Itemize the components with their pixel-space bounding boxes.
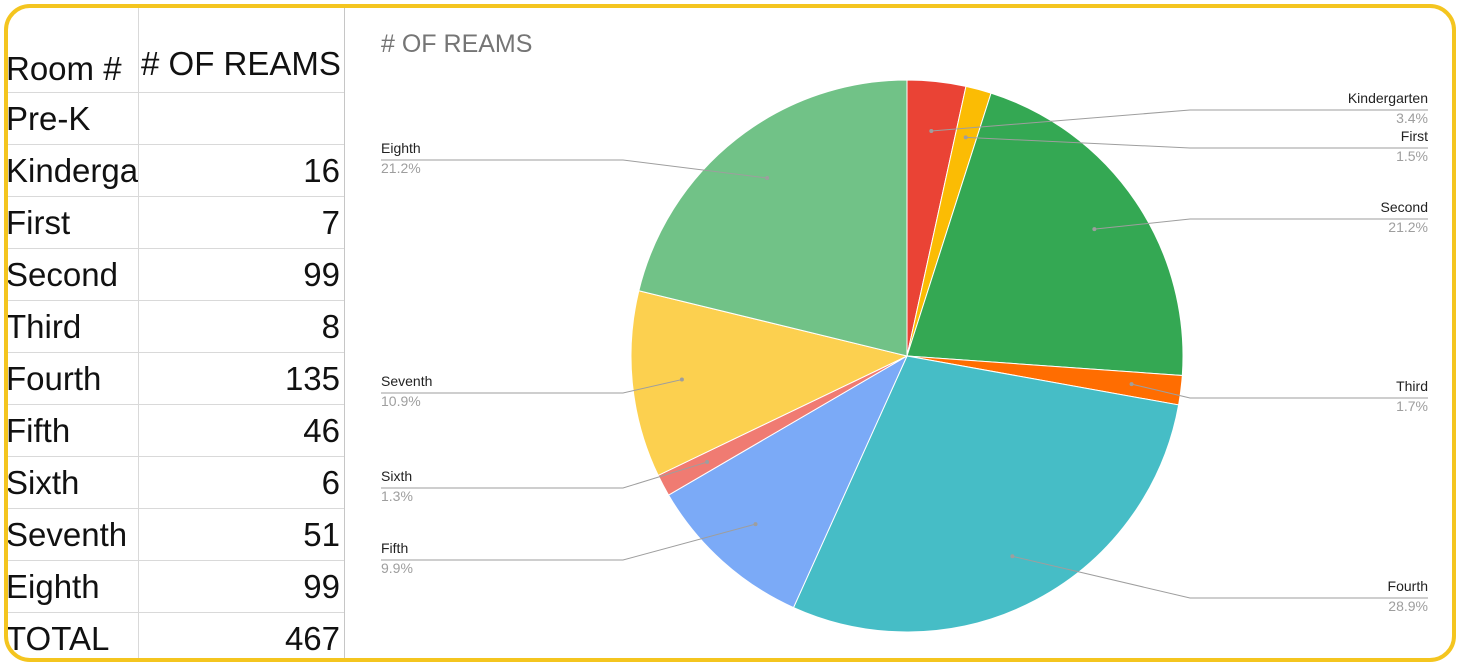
pie-slice-second[interactable] bbox=[906, 92, 1184, 377]
reams-cell[interactable]: 8 bbox=[321, 307, 340, 345]
leader-dot bbox=[679, 377, 684, 382]
slice-percent-label: 1.7% bbox=[1396, 398, 1428, 414]
reams-cell[interactable]: 7 bbox=[321, 203, 340, 241]
chart-title: # OF REAMS bbox=[381, 30, 533, 58]
room-cell[interactable]: Second bbox=[8, 249, 139, 300]
slice-percent-label: 21.2% bbox=[1388, 219, 1428, 235]
reams-cell[interactable]: 135 bbox=[284, 359, 340, 397]
leader-line bbox=[965, 136, 1428, 149]
reams-cell[interactable]: 99 bbox=[303, 567, 340, 605]
pie-chart-svg: Kindergarten 3.4% First 1.5% Second 21.2% Thir… bbox=[381, 79, 1428, 633]
pie-slice-seventh[interactable] bbox=[630, 290, 909, 477]
slice-label: Kindergarten bbox=[1348, 90, 1428, 106]
reams-cell[interactable]: 46 bbox=[303, 411, 340, 449]
leader-dot bbox=[1092, 227, 1097, 232]
slice-percent-label: 9.9% bbox=[381, 560, 413, 576]
header-reams[interactable]: # OF REAMS bbox=[141, 45, 341, 82]
leader-line bbox=[381, 159, 768, 179]
table-row: Seventh 51 bbox=[8, 509, 344, 561]
room-cell[interactable]: Seventh bbox=[8, 509, 139, 560]
leader-dot bbox=[963, 135, 968, 140]
leader-line bbox=[931, 109, 1428, 132]
header-room[interactable]: Room # bbox=[8, 8, 139, 92]
slice-label: First bbox=[1401, 128, 1428, 144]
reams-cell[interactable]: 51 bbox=[303, 515, 340, 553]
slice-percent-label: 21.2% bbox=[381, 160, 421, 176]
pie-slice-eighth[interactable] bbox=[638, 79, 908, 357]
total-row: TOTAL 467 bbox=[8, 613, 344, 658]
leader-line bbox=[381, 461, 708, 489]
screenshot-frame: Room # # OF REAMS Pre-K Kindergarten 16 … bbox=[4, 4, 1456, 662]
header-row: Room # # OF REAMS bbox=[8, 8, 344, 93]
reams-cell[interactable]: 6 bbox=[321, 463, 340, 501]
leader-line bbox=[381, 379, 683, 394]
leader-dot bbox=[1129, 382, 1134, 387]
table-row: Fifth 46 bbox=[8, 405, 344, 457]
reams-cell[interactable]: 467 bbox=[284, 619, 340, 657]
room-cell[interactable]: Sixth bbox=[8, 457, 139, 508]
reams-cell[interactable]: 99 bbox=[303, 255, 340, 293]
pie-chart[interactable]: # OF REAMS Kindergarten 3.4% First 1.5% Seco… bbox=[345, 8, 1452, 658]
room-cell[interactable]: Pre-K bbox=[8, 93, 139, 144]
slice-percent-label: 28.9% bbox=[1388, 598, 1428, 614]
room-cell[interactable]: Fifth bbox=[8, 405, 139, 456]
leader-dot bbox=[705, 460, 710, 465]
slice-label: Fourth bbox=[1388, 578, 1428, 594]
room-cell[interactable]: Eighth bbox=[8, 561, 139, 612]
table-row: Kindergarten 16 bbox=[8, 145, 344, 197]
reams-cell[interactable] bbox=[139, 93, 340, 144]
leader-dot bbox=[753, 522, 758, 527]
slice-percent-label: 1.5% bbox=[1396, 148, 1428, 164]
pie-slice-fourth[interactable] bbox=[792, 355, 1180, 633]
room-cell[interactable]: Kindergarten bbox=[8, 145, 139, 196]
slice-label: Third bbox=[1396, 378, 1428, 394]
table-row: Second 99 bbox=[8, 249, 344, 301]
slice-percent-label: 3.4% bbox=[1396, 110, 1428, 126]
slice-percent-label: 10.9% bbox=[381, 393, 421, 409]
table-row: Sixth 6 bbox=[8, 457, 344, 509]
slice-label: Second bbox=[1381, 199, 1428, 215]
slice-label: Eighth bbox=[381, 140, 421, 156]
table-row: Third 8 bbox=[8, 301, 344, 353]
table-row: Eighth 99 bbox=[8, 561, 344, 613]
table-row: Fourth 135 bbox=[8, 353, 344, 405]
room-cell[interactable]: TOTAL bbox=[8, 613, 139, 658]
leader-line bbox=[381, 523, 756, 561]
slice-label: Seventh bbox=[381, 373, 432, 389]
leader-dot bbox=[929, 128, 934, 133]
leader-line bbox=[1012, 555, 1428, 599]
leader-dot bbox=[1010, 554, 1015, 559]
pie-slice-fifth[interactable] bbox=[667, 354, 909, 609]
room-cell[interactable]: Fourth bbox=[8, 353, 139, 404]
slice-label: Fifth bbox=[381, 540, 408, 556]
reams-cell[interactable]: 16 bbox=[303, 151, 340, 189]
leader-line bbox=[1094, 218, 1428, 230]
room-cell[interactable]: First bbox=[8, 197, 139, 248]
slice-label: Sixth bbox=[381, 468, 412, 484]
slice-percent-label: 1.3% bbox=[381, 488, 413, 504]
leader-line bbox=[1131, 383, 1428, 399]
table-row: First 7 bbox=[8, 197, 344, 249]
spreadsheet-table: Room # # OF REAMS Pre-K Kindergarten 16 … bbox=[8, 8, 345, 658]
leader-dot bbox=[765, 176, 770, 181]
room-cell[interactable]: Third bbox=[8, 301, 139, 352]
table-row: Pre-K bbox=[8, 93, 344, 145]
